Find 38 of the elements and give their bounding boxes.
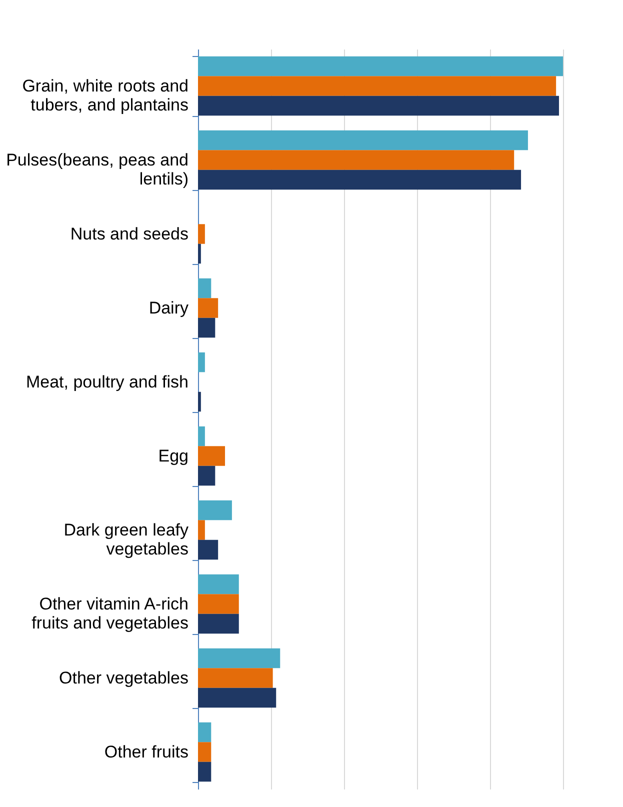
bar xyxy=(198,520,205,540)
bar xyxy=(198,426,205,446)
bar xyxy=(198,96,559,116)
bar xyxy=(198,298,218,318)
bar xyxy=(198,762,212,782)
bar xyxy=(198,466,216,486)
bar xyxy=(198,150,514,170)
bar xyxy=(198,614,239,634)
bar xyxy=(198,446,226,466)
y-tick-label: Dark green leafy vegetables xyxy=(64,520,189,558)
bar xyxy=(198,742,212,762)
bar xyxy=(198,76,556,96)
y-tick-label: Grain, white roots and tubers, and plantains xyxy=(22,76,188,114)
y-tick-label: Nuts and seeds xyxy=(70,224,188,244)
bar xyxy=(198,594,239,614)
bar xyxy=(198,224,205,244)
bar xyxy=(198,648,280,668)
y-tick-label: Pulses(beans, peas and lentils) xyxy=(6,150,188,188)
bar xyxy=(198,668,273,688)
bar xyxy=(198,574,239,594)
bar xyxy=(198,318,216,338)
bar xyxy=(198,278,212,298)
bar xyxy=(198,392,201,412)
bar xyxy=(198,170,522,190)
bar xyxy=(198,56,563,76)
y-tick-label: Dairy xyxy=(148,298,189,318)
bar xyxy=(198,130,528,150)
bar xyxy=(198,540,218,560)
bar xyxy=(198,352,205,372)
y-tick-label: Egg xyxy=(158,446,188,466)
bar xyxy=(198,722,212,742)
bar xyxy=(198,688,276,708)
y-tick-label: Other vitamin A-rich fruits and vegetables xyxy=(32,594,188,632)
y-tick-label: Other vegetables xyxy=(59,668,188,688)
y-tick-label: Other fruits xyxy=(104,742,188,762)
bar xyxy=(198,500,232,520)
y-tick-label: Meat, poultry and fish xyxy=(26,372,188,392)
bar xyxy=(198,244,201,264)
